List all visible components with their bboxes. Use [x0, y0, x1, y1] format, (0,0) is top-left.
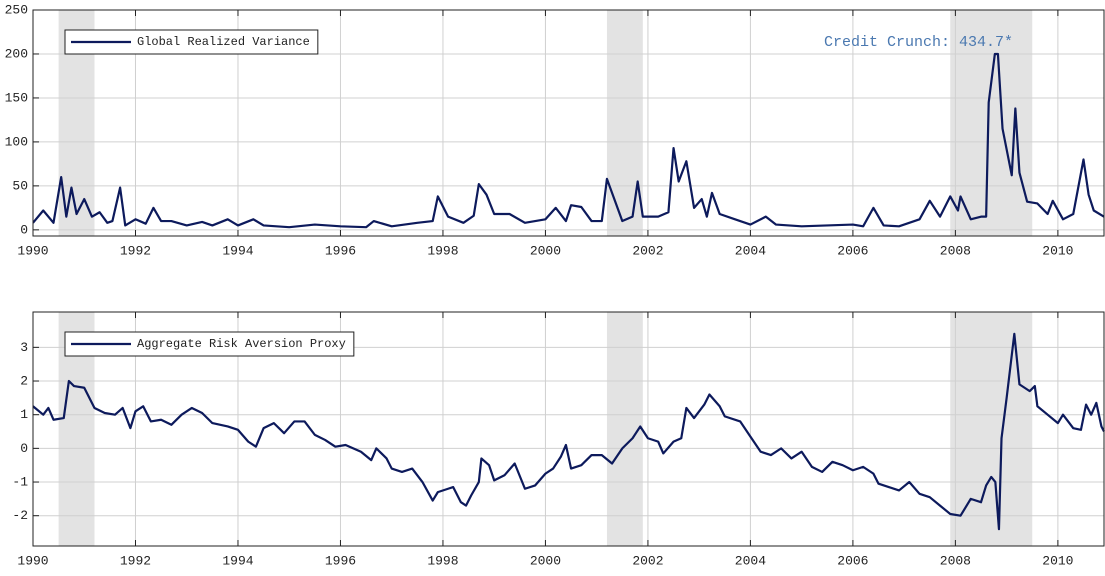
y-tick-label: 2 — [20, 373, 28, 388]
legend: Global Realized Variance — [64, 29, 319, 55]
x-tick-label: 1994 — [222, 243, 253, 258]
recession-shade — [950, 10, 1033, 236]
legend: Aggregate Risk Aversion Proxy — [64, 331, 355, 357]
legend-label: Aggregate Risk Aversion Proxy — [137, 337, 346, 351]
y-tick-label: 100 — [5, 134, 28, 149]
x-tick-label: 2010 — [1042, 553, 1073, 568]
x-tick-label: 2004 — [735, 243, 766, 258]
x-tick-label: 2008 — [940, 553, 971, 568]
x-tick-label: 1996 — [325, 553, 356, 568]
x-tick-label: 1994 — [222, 553, 253, 568]
x-tick-label: 1992 — [120, 553, 151, 568]
y-tick-label: 1 — [20, 407, 28, 422]
x-tick-label: 2004 — [735, 553, 766, 568]
x-tick-label: 2002 — [632, 243, 663, 258]
y-tick-label: -1 — [12, 474, 28, 489]
recession-shade — [950, 312, 1033, 546]
y-tick-label: 150 — [5, 90, 28, 105]
x-tick-label: 1998 — [427, 243, 458, 258]
y-tick-label: 250 — [5, 2, 28, 17]
x-tick-label: 1992 — [120, 243, 151, 258]
plot-frame — [32, 9, 1105, 237]
x-tick-label: 2006 — [837, 243, 868, 258]
legend-label: Global Realized Variance — [137, 35, 310, 49]
y-tick-label: -2 — [12, 508, 28, 523]
panel: -2 -1 0 1 2 3 1990 1992 1994 1996 1998 2000 2002 2004… — [12, 311, 1105, 568]
plot-frame — [32, 311, 1105, 547]
x-tick-label: 2006 — [837, 553, 868, 568]
x-tick-label: 1998 — [427, 553, 458, 568]
panel: 0 50 100 150 200 250 1990 1992 1994 1996 1998 2000 2… — [5, 2, 1105, 258]
recession-shade — [606, 10, 643, 236]
series-line — [33, 332, 1105, 531]
series-line — [33, 52, 1105, 229]
x-tick-label: 1990 — [17, 553, 48, 568]
recession-shade — [606, 312, 643, 546]
y-tick-label: 200 — [5, 46, 28, 61]
y-tick-label: 0 — [20, 222, 28, 237]
y-tick-label: 0 — [20, 441, 28, 456]
y-tick-label: 50 — [12, 178, 28, 193]
y-tick-label: 3 — [20, 340, 28, 355]
x-tick-label: 1990 — [17, 243, 48, 258]
annotation: Credit Crunch: 434.7* — [824, 34, 1013, 51]
x-tick-label: 2000 — [530, 553, 561, 568]
x-tick-label: 2008 — [940, 243, 971, 258]
x-tick-label: 2002 — [632, 553, 663, 568]
x-tick-label: 2000 — [530, 243, 561, 258]
x-tick-label: 2010 — [1042, 243, 1073, 258]
x-tick-label: 1996 — [325, 243, 356, 258]
